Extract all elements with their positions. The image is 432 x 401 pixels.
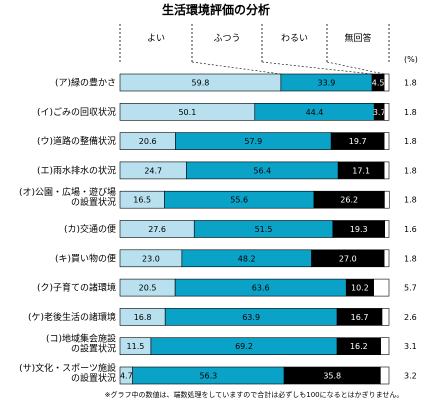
category-label: (ク)子育ての諸環境 [37, 282, 116, 294]
legend-connector [191, 61, 281, 75]
data-label-no-answer: 1.8 [404, 79, 417, 88]
data-label: 11.5 [127, 342, 145, 351]
data-label: 63.9 [242, 313, 260, 322]
bars-area: (ア)緑の豊かさ 59.8 33.9 4.5 1.8 (イ)ごみの回収状況 50.1 44.4… [19, 73, 417, 385]
legend-item-3: わるい [281, 33, 308, 44]
bar-segment-4 [384, 190, 390, 209]
data-label: 19.3 [350, 225, 368, 234]
data-label: 69.2 [235, 342, 253, 351]
data-label: 55.6 [230, 196, 248, 205]
category-label: (オ)公園・広場・遊び場の設置状況 [19, 186, 116, 208]
data-label: 17.1 [352, 166, 370, 175]
category-label: (コ)地域集会施設の設置状況 [46, 333, 116, 355]
bar-segment-4 [384, 220, 390, 238]
bar-segment-4 [383, 132, 390, 150]
data-label: 24.7 [144, 166, 162, 175]
data-label-no-answer: 2.6 [404, 313, 417, 322]
bar-segment-4 [380, 366, 390, 385]
legend-connector [326, 61, 385, 75]
data-label: 23.0 [142, 254, 160, 263]
data-label: 50.1 [178, 108, 196, 117]
unit-label: (%) [404, 55, 418, 64]
legend-item-4: 無回答 [344, 32, 371, 44]
data-label: 35.8 [323, 372, 341, 381]
bar-segment-4 [381, 308, 390, 326]
data-label: 4.5 [372, 79, 385, 88]
data-label: 16.8 [134, 313, 152, 322]
data-label: 57.9 [244, 137, 262, 146]
data-label: 59.8 [192, 79, 210, 88]
data-label: 20.5 [139, 284, 157, 293]
data-label: 56.4 [253, 166, 271, 175]
category-label: (サ)文化・スポーツ施設の設置状況 [19, 362, 116, 384]
data-label-no-answer: 3.2 [404, 372, 417, 381]
data-label: 27.6 [148, 225, 166, 234]
bar-segment-4 [380, 337, 390, 356]
data-label: 27.0 [339, 254, 357, 263]
category-label: (イ)ごみの回収状況 [37, 106, 116, 118]
data-label-no-answer: 1.8 [404, 196, 417, 205]
data-label: 10.2 [351, 284, 369, 293]
bar-segment-4 [383, 103, 390, 121]
data-label-no-answer: 1.6 [404, 225, 417, 234]
category-label: (ア)緑の豊かさ [55, 77, 116, 89]
category-label: (ケ)老後生活の諸環境 [28, 311, 116, 323]
data-label: 3.7 [373, 108, 386, 117]
data-label: 16.5 [133, 196, 151, 205]
data-label: 16.7 [351, 313, 369, 322]
category-label: (ウ)道路の整備状況 [37, 135, 116, 147]
data-label: 16.2 [350, 342, 368, 351]
legend-item-1: よい [147, 33, 165, 44]
data-label: 26.2 [340, 196, 358, 205]
data-label: 33.9 [318, 79, 336, 88]
data-label: 44.4 [306, 108, 324, 117]
data-label: 56.3 [199, 372, 217, 381]
data-label-no-answer: 3.1 [404, 342, 417, 351]
data-label: 4.7 [120, 372, 133, 381]
data-label-no-answer: 1.8 [404, 137, 417, 146]
legend: よい ふつう わるい 無回答 [119, 24, 390, 75]
data-label: 19.7 [349, 137, 367, 146]
bar-segment-4 [383, 161, 390, 180]
data-label: 48.2 [238, 254, 256, 263]
data-label: 63.6 [252, 284, 270, 293]
data-label: 20.6 [139, 137, 157, 146]
data-label-no-answer: 1.8 [404, 254, 417, 263]
bar-segment-4 [373, 278, 390, 297]
bar-segment-4 [383, 249, 390, 268]
legend-item-2: ふつう [213, 33, 240, 44]
category-label: (カ)交通の便 [64, 223, 116, 235]
data-label: 51.5 [255, 225, 273, 234]
footnote: ※グラフ中の数値は、端数処理をしていますので合計は必ずしも100になるとはかぎり… [105, 390, 404, 399]
category-label: (キ)買い物の便 [55, 252, 116, 264]
legend-connector [261, 61, 373, 75]
data-label-no-answer: 1.8 [404, 108, 417, 117]
data-label-no-answer: 1.8 [404, 166, 417, 175]
category-label: (エ)雨水排水の状況 [37, 164, 116, 176]
data-label-no-answer: 5.7 [404, 284, 417, 293]
chart-title: 生活環境評価の分析 [162, 2, 270, 17]
bar-segment-4 [383, 73, 390, 92]
